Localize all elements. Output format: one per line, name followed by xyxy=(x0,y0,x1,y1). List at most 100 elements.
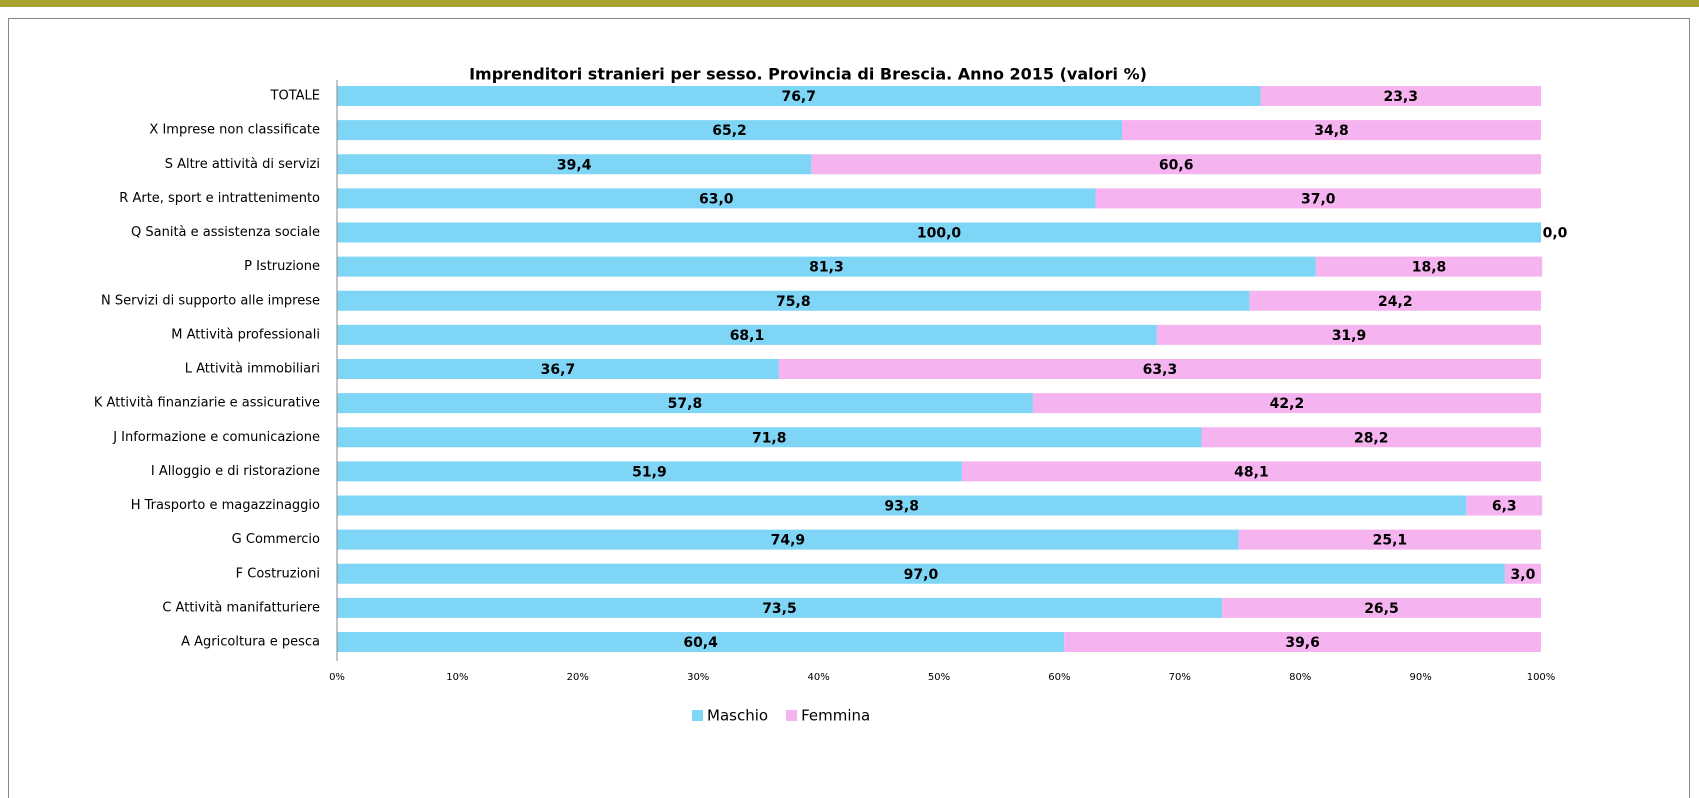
bar-segment xyxy=(337,529,1239,550)
data-label: 93,8 xyxy=(884,499,919,515)
data-label: 34,8 xyxy=(1314,123,1349,139)
bar-segment xyxy=(961,461,1541,482)
bar-segment xyxy=(1504,563,1541,584)
x-tick-label: 10% xyxy=(446,672,468,683)
category-label: I Alloggio e di ristorazione xyxy=(151,464,320,479)
bar-segment xyxy=(337,427,1202,448)
x-tick-label: 50% xyxy=(928,672,950,683)
data-label: 60,6 xyxy=(1159,157,1194,173)
category-label: G Commercio xyxy=(232,532,320,547)
bar-segment xyxy=(337,256,1316,277)
data-label: 60,4 xyxy=(683,635,718,651)
bar-segment xyxy=(1315,256,1543,277)
x-tick-label: 20% xyxy=(567,672,589,683)
bar-segment xyxy=(1032,393,1541,414)
x-tick-label: 80% xyxy=(1289,672,1311,683)
bar-segment xyxy=(337,324,1157,345)
bar-segment xyxy=(337,495,1467,516)
data-label: 81,3 xyxy=(809,260,844,276)
bar-segment xyxy=(337,86,1261,106)
bar-segment xyxy=(1221,597,1541,618)
legend-swatch xyxy=(786,710,798,721)
bar-segment xyxy=(1238,529,1541,550)
x-tick-label: 30% xyxy=(687,672,709,683)
legend-swatch xyxy=(692,710,703,721)
data-label: 100,0 xyxy=(917,226,962,242)
bar-segment xyxy=(1122,120,1541,141)
bar-segment xyxy=(1466,495,1543,516)
data-label: 51,9 xyxy=(632,464,667,480)
data-label: 68,1 xyxy=(730,328,765,344)
bar-segment xyxy=(1260,86,1541,106)
category-label: R Arte, sport e intrattenimento xyxy=(119,191,320,206)
bar-segment xyxy=(337,290,1250,311)
bar-segment xyxy=(1249,290,1541,311)
bar-segment xyxy=(1064,632,1541,652)
category-label: N Servizi di supporto alle imprese xyxy=(101,293,320,308)
data-label: 3,0 xyxy=(1511,567,1536,583)
data-label: 48,1 xyxy=(1234,464,1269,480)
data-label: 39,4 xyxy=(557,157,592,173)
category-label: M Attività professionali xyxy=(171,327,320,342)
data-label: 18,8 xyxy=(1412,260,1447,276)
data-label: 63,0 xyxy=(699,191,734,207)
bar-segment xyxy=(337,632,1065,652)
bar-segment xyxy=(337,188,1096,209)
bar-segment xyxy=(337,222,1541,243)
data-label: 57,8 xyxy=(668,396,703,412)
data-label: 63,3 xyxy=(1143,362,1178,378)
data-label: 36,7 xyxy=(541,362,576,378)
data-label: 24,2 xyxy=(1378,294,1413,310)
chart-title: Imprenditori stranieri per sesso. Provin… xyxy=(469,65,1147,84)
x-tick-label: 60% xyxy=(1048,672,1070,683)
data-label: 28,2 xyxy=(1354,430,1389,446)
x-tick-label: 90% xyxy=(1409,672,1431,683)
category-label: K Attività finanziarie e assicurative xyxy=(94,396,320,411)
data-label: 74,9 xyxy=(771,533,806,549)
category-label: A Agricoltura e pesca xyxy=(181,635,320,650)
category-label: F Costruzioni xyxy=(236,566,320,581)
data-label: 26,5 xyxy=(1364,601,1399,617)
bar-segment xyxy=(337,120,1123,141)
data-label: 37,0 xyxy=(1301,191,1336,207)
category-label: P Istruzione xyxy=(244,259,320,274)
category-label: Q Sanità e assistenza sociale xyxy=(131,225,320,240)
data-label: 65,2 xyxy=(712,123,747,139)
data-label: 39,6 xyxy=(1285,635,1320,651)
bar-segment xyxy=(337,461,962,482)
data-label: 25,1 xyxy=(1373,533,1408,549)
bar-segment xyxy=(337,359,779,379)
data-label: 0,0 xyxy=(1543,226,1568,242)
category-label: TOTALE xyxy=(270,89,320,104)
category-label: S Altre attività di servizi xyxy=(165,157,320,172)
bar-segment xyxy=(337,154,812,175)
data-label: 73,5 xyxy=(762,601,797,617)
bar-segment xyxy=(811,154,1541,175)
legend-label: Femmina xyxy=(801,707,870,725)
bar-segment xyxy=(337,597,1222,618)
category-label: J Informazione e comunicazione xyxy=(112,430,320,445)
bar-segment xyxy=(778,359,1541,379)
data-label: 6,3 xyxy=(1492,499,1517,515)
bar-segment xyxy=(1201,427,1541,448)
x-tick-label: 0% xyxy=(329,672,345,683)
data-label: 31,9 xyxy=(1332,328,1367,344)
data-label: 42,2 xyxy=(1270,396,1305,412)
data-label: 75,8 xyxy=(776,294,811,310)
data-label: 71,8 xyxy=(752,430,787,446)
bar-segment xyxy=(337,563,1505,584)
legend-label: Maschio xyxy=(707,707,768,725)
top-band xyxy=(0,0,1699,7)
x-tick-label: 70% xyxy=(1169,672,1191,683)
category-label: X Imprese non classificate xyxy=(149,123,320,138)
category-label: H Trasporto e magazzinaggio xyxy=(131,498,320,513)
x-tick-label: 40% xyxy=(807,672,829,683)
bar-segment xyxy=(1156,324,1541,345)
bar-segment xyxy=(337,393,1033,414)
category-label: C Attività manifatturiere xyxy=(162,600,320,615)
x-tick-label: 100% xyxy=(1527,672,1556,683)
data-label: 97,0 xyxy=(904,567,939,583)
data-label: 23,3 xyxy=(1383,89,1418,105)
category-label: L Attività immobiliari xyxy=(185,362,320,377)
